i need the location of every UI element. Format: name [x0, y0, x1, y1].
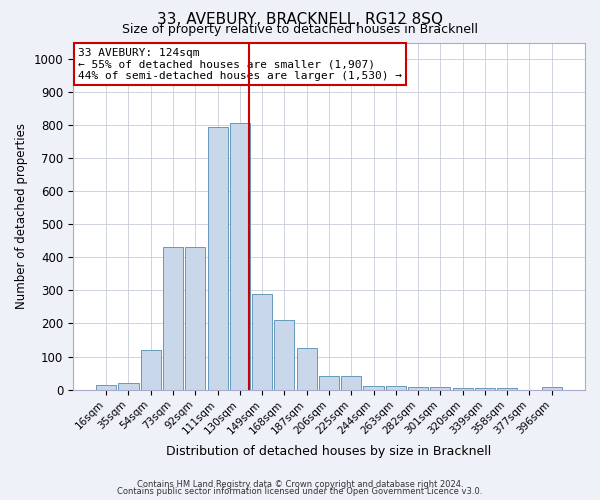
Bar [475, 388, 495, 390]
Bar [230, 124, 250, 390]
Text: Contains HM Land Registry data © Crown copyright and database right 2024.: Contains HM Land Registry data © Crown c… [137, 480, 463, 489]
Bar [341, 376, 361, 390]
Bar [542, 387, 562, 390]
Y-axis label: Number of detached properties: Number of detached properties [15, 123, 28, 309]
Bar [252, 294, 272, 390]
Bar [96, 384, 116, 390]
Bar [452, 388, 473, 390]
Bar [430, 387, 451, 390]
Bar [408, 387, 428, 390]
X-axis label: Distribution of detached houses by size in Bracknell: Distribution of detached houses by size … [166, 444, 491, 458]
Bar [364, 386, 383, 390]
Text: 33 AVEBURY: 124sqm
← 55% of detached houses are smaller (1,907)
44% of semi-deta: 33 AVEBURY: 124sqm ← 55% of detached hou… [78, 48, 402, 81]
Bar [296, 348, 317, 390]
Bar [118, 383, 139, 390]
Bar [319, 376, 339, 390]
Bar [163, 248, 183, 390]
Bar [141, 350, 161, 390]
Bar [185, 248, 205, 390]
Bar [386, 386, 406, 390]
Bar [274, 320, 295, 390]
Bar [497, 388, 517, 390]
Text: 33, AVEBURY, BRACKNELL, RG12 8SQ: 33, AVEBURY, BRACKNELL, RG12 8SQ [157, 12, 443, 28]
Text: Contains public sector information licensed under the Open Government Licence v3: Contains public sector information licen… [118, 488, 482, 496]
Text: Size of property relative to detached houses in Bracknell: Size of property relative to detached ho… [122, 22, 478, 36]
Bar [208, 127, 227, 390]
